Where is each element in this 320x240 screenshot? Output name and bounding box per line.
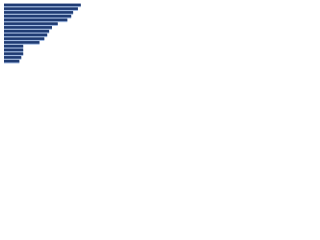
bar [4,59,20,63]
bar [4,33,48,37]
bar [4,44,24,48]
bar [4,18,68,22]
bar [4,11,74,14]
bar [4,26,52,29]
bar [4,14,72,18]
bar [4,3,81,7]
bar [4,41,40,44]
bar [4,22,58,25]
bar [4,56,22,59]
bar [4,52,24,55]
chart [0,0,100,71]
bar [4,48,24,52]
bar [4,7,78,10]
bar [4,29,50,33]
bar [4,37,45,40]
